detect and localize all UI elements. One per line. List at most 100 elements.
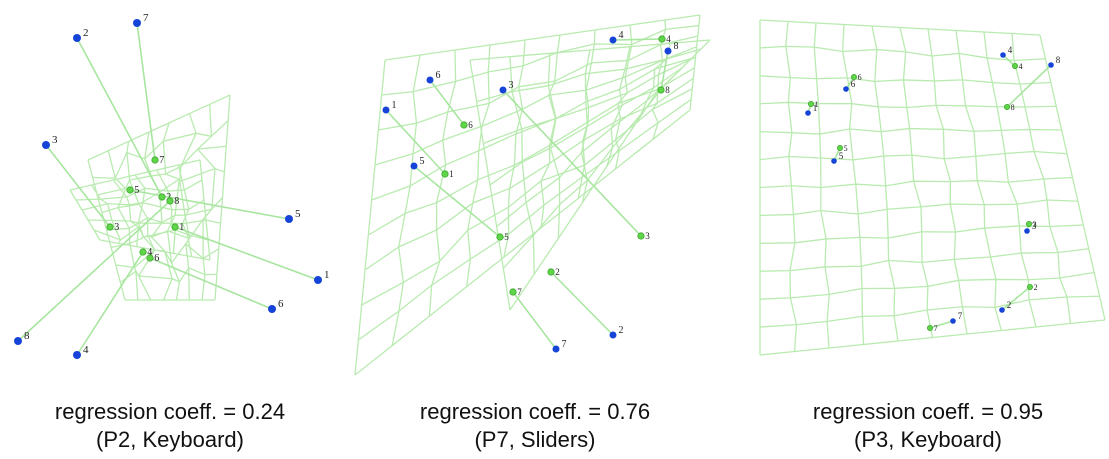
target-label-5: 5 (295, 208, 301, 220)
grid-line (547, 53, 561, 239)
target-point-4 (609, 36, 617, 44)
deformation-grid (69, 159, 211, 261)
result-label-2: 2 (1034, 283, 1038, 292)
displacement-lines (17, 22, 319, 356)
grid-line (374, 46, 697, 166)
target-point-5 (285, 215, 293, 223)
grid-line (759, 127, 1062, 135)
target-label-8: 8 (1056, 55, 1061, 65)
result-label-7: 7 (517, 287, 522, 297)
caption-p7-line2: (P7, Sliders) (474, 427, 596, 452)
target-label-7: 7 (143, 12, 149, 24)
result-label-8: 8 (665, 85, 670, 95)
grid-line (87, 159, 126, 301)
displacement-lines (385, 38, 669, 350)
target-label-6: 6 (851, 79, 856, 89)
result-label-4: 4 (1019, 62, 1023, 71)
result-point-3 (106, 223, 114, 231)
grid-line (614, 24, 633, 170)
result-label-3: 3 (114, 222, 119, 233)
grid-line (871, 25, 899, 342)
displacement-line-5 (129, 189, 290, 220)
target-point-7 (950, 318, 956, 324)
result-point-2 (1027, 283, 1034, 290)
caption-p3-line1: regression coeff. = 0.95 (812, 399, 1044, 424)
target-point-7 (133, 19, 141, 27)
result-point-7 (509, 288, 517, 296)
grid-line (469, 59, 511, 311)
target-point-6 (268, 305, 276, 313)
result-label-4: 4 (666, 34, 671, 44)
result-label-6: 6 (154, 253, 159, 264)
grid-line (927, 28, 968, 335)
displacement-line-2 (1001, 286, 1031, 311)
result-point-7 (927, 324, 934, 331)
warp-plot-p2: 2 2 7 7 3 3 5 5 1 1 6 6 8 8 4 4 (14, 12, 330, 359)
displacement-line-3 (502, 89, 642, 237)
target-point-5 (410, 162, 418, 170)
target-point-8 (1048, 62, 1054, 68)
target-label-6: 6 (278, 298, 284, 310)
caption-p2-line1: regression coeff. = 0.24 (54, 399, 286, 424)
caption-p3-line2: (P3, Keyboard) (854, 427, 1002, 452)
grid-line (144, 132, 173, 301)
displacement-line-2 (76, 37, 163, 198)
displacement-line-2 (550, 271, 614, 336)
result-label-2: 2 (555, 267, 560, 277)
target-label-4: 4 (83, 344, 89, 356)
target-point-4 (1000, 52, 1006, 58)
displacement-line-8 (660, 50, 669, 91)
result-point-2 (547, 268, 555, 276)
target-point-3 (499, 86, 507, 94)
result-point-7 (151, 156, 159, 164)
result-label-7: 7 (934, 324, 938, 333)
result-point-6 (851, 74, 858, 81)
displacement-line-4 (612, 38, 663, 41)
grid-line (106, 197, 223, 231)
result-point-4 (1012, 63, 1019, 70)
result-label-5: 5 (844, 144, 848, 153)
grid-line (87, 94, 231, 161)
result-point-2 (158, 193, 166, 201)
grid-line (577, 29, 596, 199)
grid-line (899, 27, 934, 338)
grid-line (126, 141, 156, 301)
result-label-1: 1 (449, 169, 454, 179)
caption-p7: regression coeff. = 0.76 (P7, Sliders) (385, 398, 685, 454)
grid-line (654, 39, 711, 96)
grid-line (101, 167, 225, 214)
grid-line (955, 30, 1003, 331)
displacement-line-4 (76, 251, 144, 356)
grid-line (391, 54, 421, 346)
target-point-8 (14, 337, 22, 345)
displacement-line-1 (385, 109, 446, 175)
grid-line (156, 169, 177, 254)
result-label-8: 8 (1011, 103, 1015, 112)
grid-line (1011, 33, 1072, 324)
displacement-line-3 (45, 144, 111, 228)
target-point-6 (426, 76, 434, 84)
result-label-3: 3 (645, 231, 650, 241)
target-label-5: 5 (839, 151, 844, 161)
target-point-1 (314, 276, 322, 284)
grid-line (199, 159, 211, 261)
target-point-5 (831, 158, 837, 164)
grid-line (378, 35, 698, 131)
grid-line (841, 24, 865, 345)
result-point-8 (1004, 104, 1011, 111)
grid-line (354, 109, 691, 376)
result-label-2: 2 (166, 192, 171, 203)
point-markers: 2 2 7 7 3 3 5 5 1 1 6 6 8 8 4 4 (14, 12, 330, 359)
displacement-line-6 (429, 79, 465, 126)
target-point-2 (999, 307, 1005, 313)
result-point-6 (146, 254, 154, 262)
grid-line (540, 34, 561, 228)
grid-line (1039, 34, 1106, 321)
target-label-6: 6 (436, 70, 441, 81)
target-label-1: 1 (324, 269, 330, 281)
result-label-3: 3 (1033, 220, 1037, 229)
grid-line (91, 184, 122, 244)
